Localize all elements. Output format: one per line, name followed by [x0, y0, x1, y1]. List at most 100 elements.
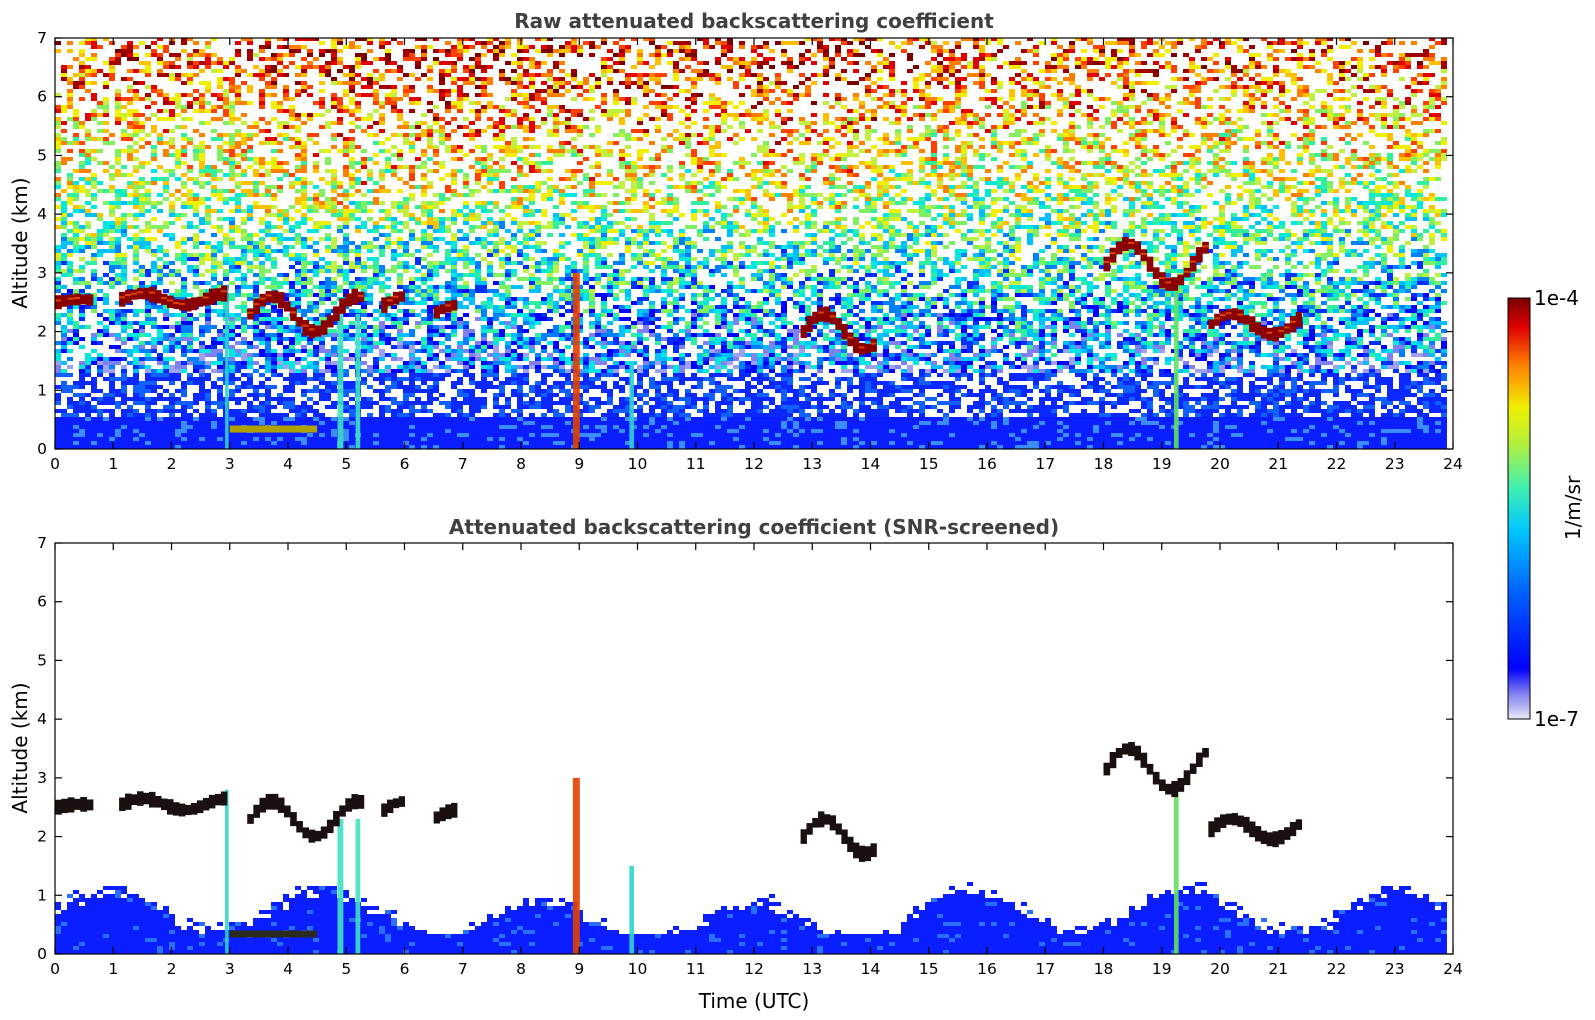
heat-cell [181, 381, 187, 385]
heat-cell [997, 429, 1003, 433]
heat-cell [955, 357, 961, 361]
heat-cell [1369, 413, 1375, 417]
heat-cell [847, 357, 853, 361]
heat-cell [823, 357, 829, 361]
heat-cell [1315, 361, 1321, 365]
heat-cell [187, 405, 193, 409]
heat-cell [1087, 413, 1093, 417]
heat-cell [841, 345, 847, 349]
heat-cell [79, 345, 85, 349]
heat-cell [421, 365, 427, 369]
heat-cell [109, 393, 115, 397]
heat-cell [1375, 377, 1381, 381]
heat-cell [649, 377, 655, 381]
heat-cell [1039, 397, 1045, 401]
heat-cell [1435, 421, 1441, 425]
heat-cell [1351, 377, 1357, 381]
heat-cell [319, 393, 325, 397]
heat-cell [439, 425, 445, 429]
heat-cell [241, 417, 247, 421]
heat-cell [217, 393, 223, 397]
heat-cell [151, 369, 157, 373]
heat-cell [1315, 433, 1321, 437]
heat-cell [493, 333, 499, 337]
heat-cell [745, 433, 751, 437]
heat-cell [1369, 369, 1375, 373]
heat-cell [505, 353, 511, 357]
heat-cell [97, 389, 103, 393]
heat-cell [1309, 417, 1315, 421]
heat-cell [493, 421, 499, 425]
heat-cell [1321, 381, 1327, 385]
heat-cell [517, 337, 523, 341]
heat-cell [163, 441, 169, 445]
heat-cell [583, 421, 589, 425]
heat-cell [739, 341, 745, 345]
heat-cell [781, 373, 787, 377]
heat-cell [565, 345, 571, 349]
heat-cell [1267, 381, 1273, 385]
heat-cell [1387, 365, 1393, 369]
heat-cell [715, 341, 721, 345]
heat-cell [433, 417, 439, 421]
heat-cell [961, 341, 967, 345]
heat-cell [463, 441, 469, 445]
heat-cell [985, 389, 991, 393]
heat-cell [829, 341, 835, 345]
heat-cell [1045, 409, 1051, 413]
heat-cell [1159, 381, 1165, 385]
heat-cell [1303, 433, 1309, 437]
heat-cell [805, 437, 811, 441]
heat-cell [1369, 397, 1375, 401]
heat-cell [1321, 353, 1327, 357]
heat-cell [289, 417, 295, 421]
heat-cell [499, 337, 505, 341]
heat-cell [1297, 361, 1303, 365]
heat-cell [1441, 405, 1447, 409]
heat-cell [601, 341, 607, 345]
heat-cell [673, 333, 679, 337]
heat-cell [559, 413, 565, 417]
heat-cell [325, 389, 331, 393]
heat-cell [619, 421, 625, 425]
heat-cell [1357, 389, 1363, 393]
heat-cell [115, 405, 121, 409]
heat-cell [1393, 433, 1399, 437]
heat-cell [73, 429, 79, 433]
heat-cell [307, 377, 313, 381]
heat-cell [745, 417, 751, 421]
heat-cell [1213, 421, 1219, 425]
heat-cell [553, 409, 559, 413]
heat-cell [91, 417, 97, 421]
heat-cell [91, 337, 97, 341]
heat-cell [931, 381, 937, 385]
heat-cell [1093, 417, 1099, 421]
heat-cell [373, 401, 379, 405]
heat-cell [1441, 389, 1447, 393]
heat-cell [955, 397, 961, 401]
heat-cell [139, 433, 145, 437]
heat-cell [619, 345, 625, 349]
heat-cell [313, 377, 319, 381]
heat-cell [319, 349, 325, 353]
heat-cell [715, 369, 721, 373]
heat-cell [805, 341, 811, 345]
heat-cell [829, 337, 835, 341]
heat-cell [913, 421, 919, 425]
heat-cell [1273, 409, 1279, 413]
heat-cell [763, 357, 769, 361]
heat-cell [313, 437, 319, 441]
heat-cell [1435, 393, 1441, 397]
heat-cell [643, 357, 649, 361]
heat-cell [811, 381, 817, 385]
heat-cell [511, 365, 517, 369]
heat-cell [931, 441, 937, 445]
heat-cell [523, 437, 529, 441]
heat-cell [1387, 385, 1393, 389]
heat-cell [1405, 401, 1411, 405]
heat-cell [139, 361, 145, 365]
heat-cell [973, 425, 979, 429]
heat-cell [715, 381, 721, 385]
heat-cell [163, 437, 169, 441]
heat-cell [517, 401, 523, 405]
